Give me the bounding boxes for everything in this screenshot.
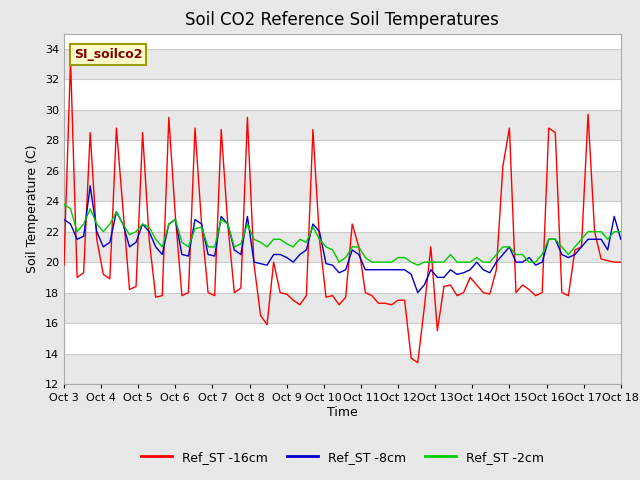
Bar [64, 171, 621, 201]
Bar [64, 49, 621, 79]
X-axis label: Time: Time [327, 406, 358, 419]
Bar [64, 354, 621, 384]
Legend: Ref_ST -16cm, Ref_ST -8cm, Ref_ST -2cm: Ref_ST -16cm, Ref_ST -8cm, Ref_ST -2cm [136, 446, 549, 469]
Bar [64, 293, 621, 323]
Bar [64, 201, 621, 232]
Bar [64, 140, 621, 171]
Bar [64, 262, 621, 293]
Title: Soil CO2 Reference Soil Temperatures: Soil CO2 Reference Soil Temperatures [186, 11, 499, 29]
Bar [64, 79, 621, 110]
Bar [64, 232, 621, 262]
Y-axis label: Soil Temperature (C): Soil Temperature (C) [26, 144, 39, 273]
Bar [64, 110, 621, 140]
Bar [64, 323, 621, 354]
Text: SI_soilco2: SI_soilco2 [74, 48, 143, 61]
